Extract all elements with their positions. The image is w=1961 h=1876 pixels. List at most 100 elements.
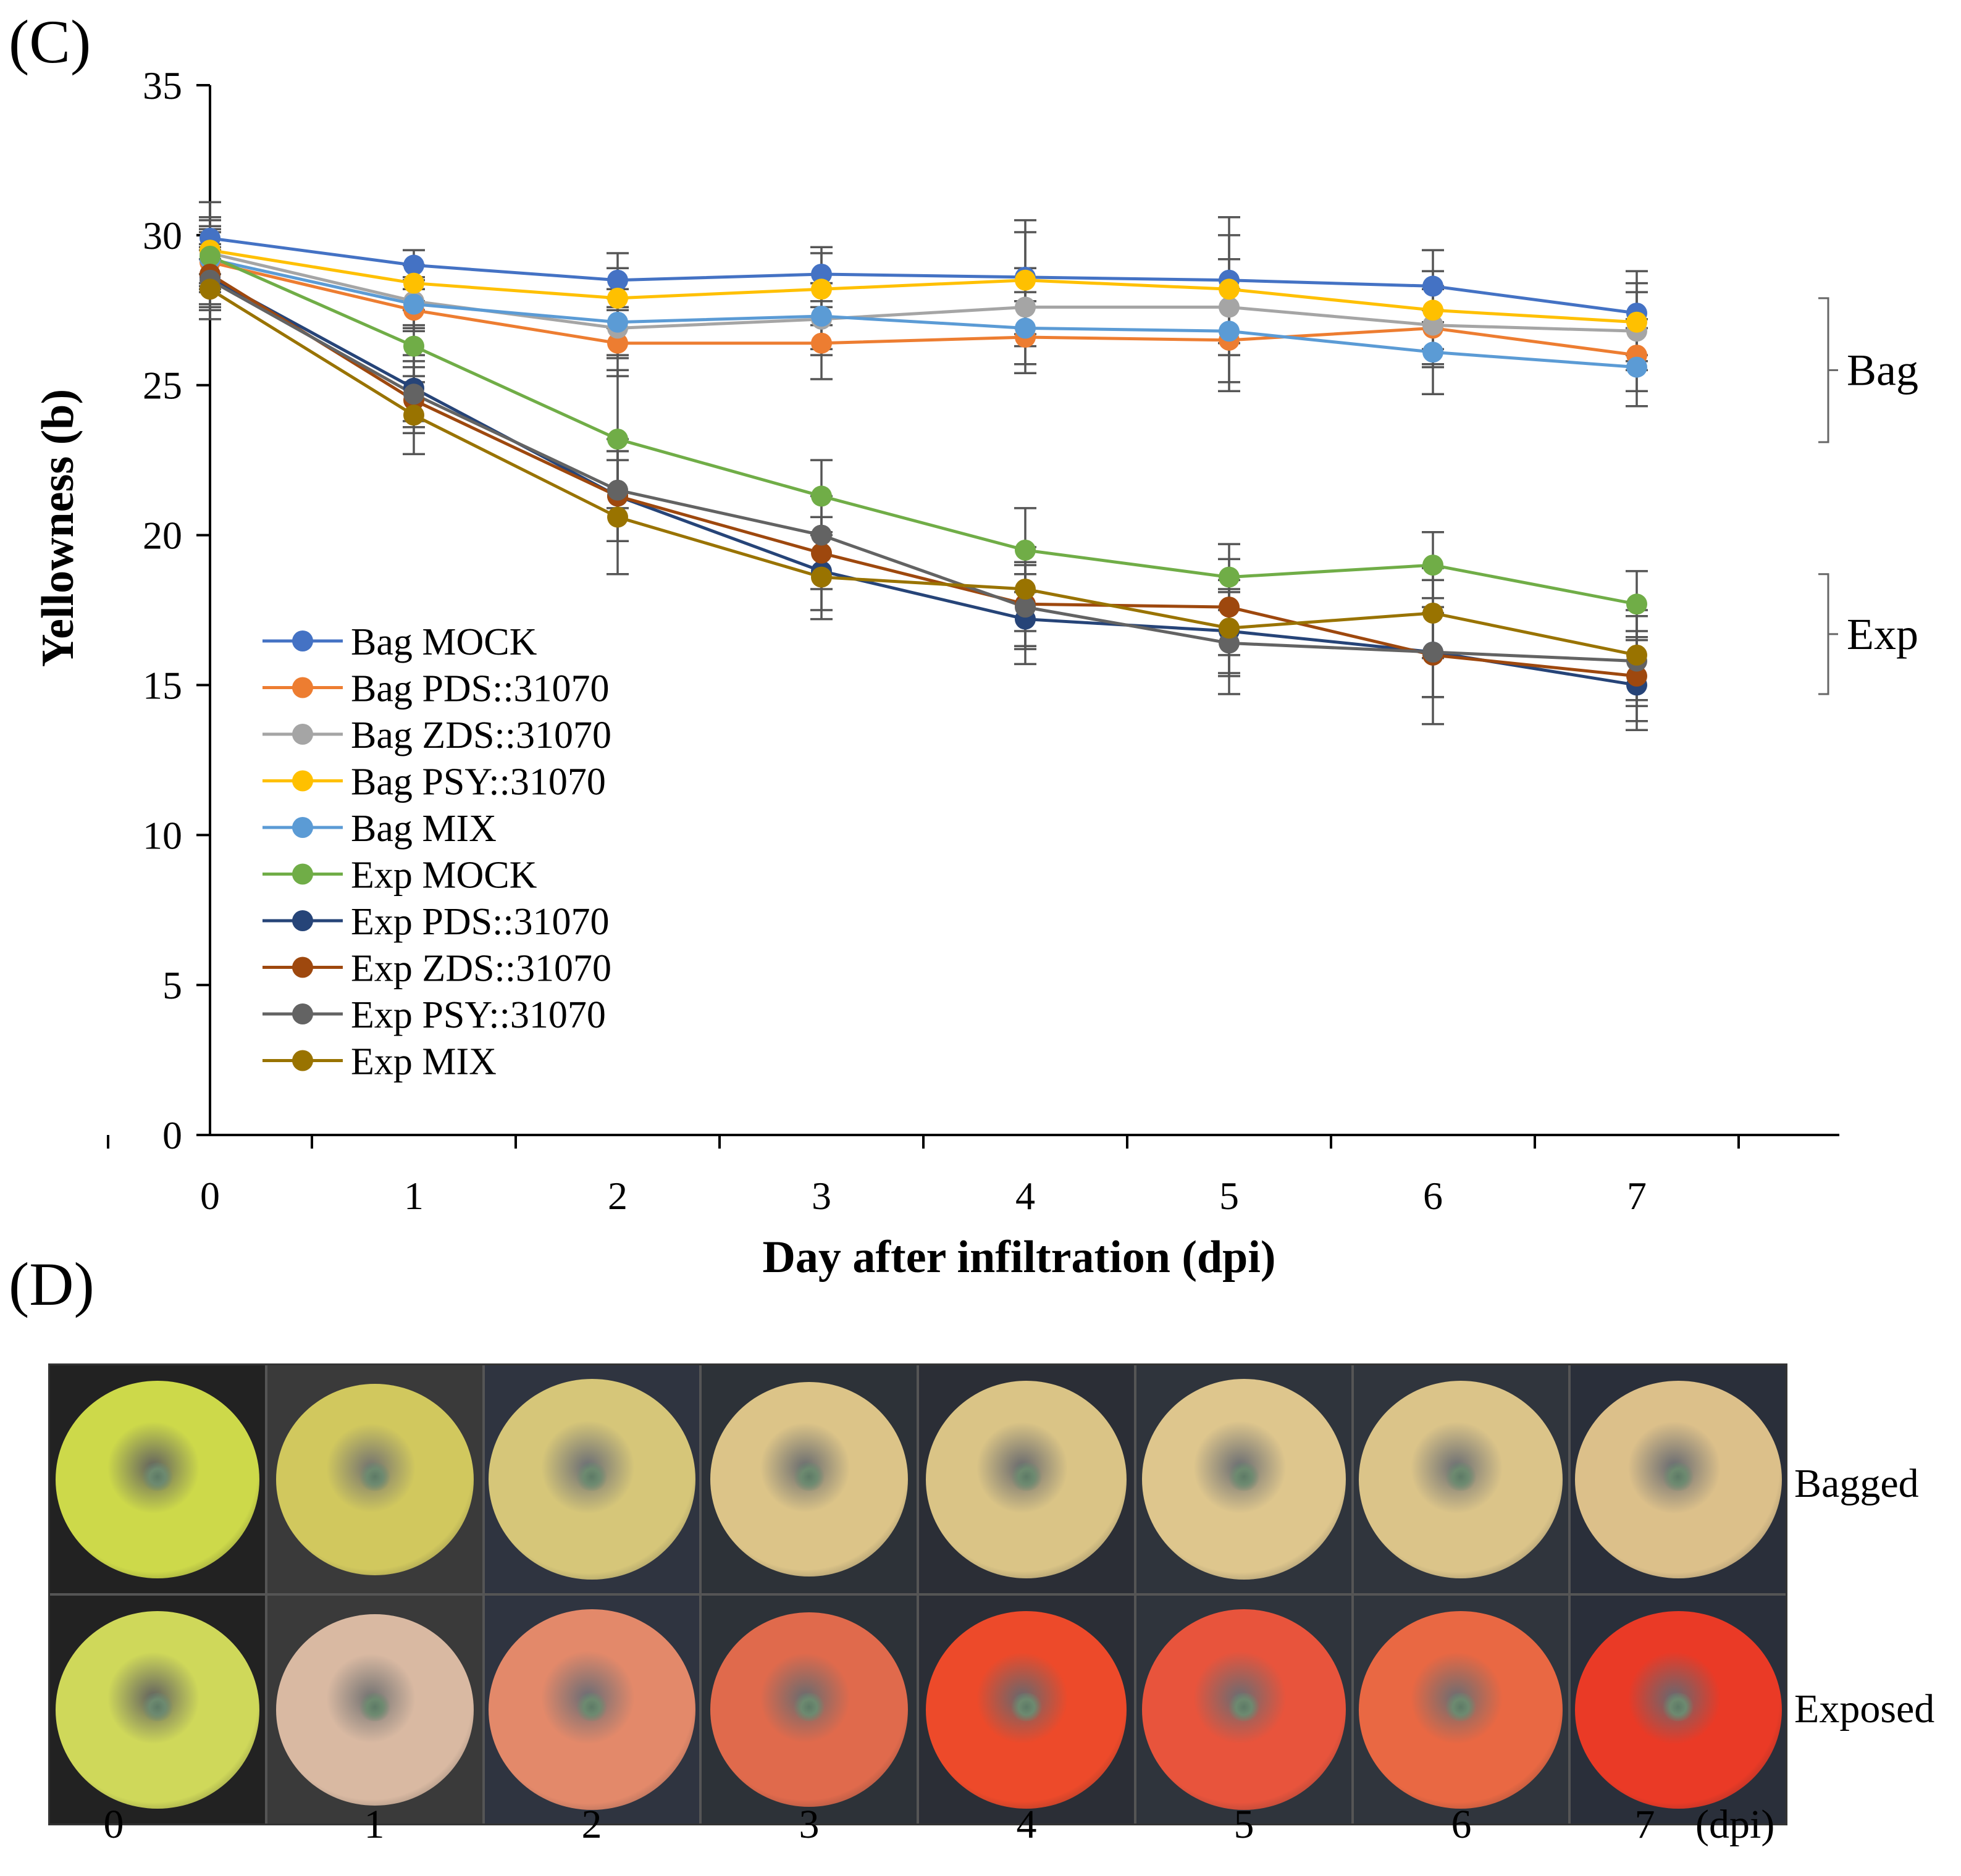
apple-calyx — [140, 1692, 175, 1721]
data-point — [1219, 320, 1240, 342]
apple-fruit — [55, 1380, 259, 1578]
y-axis-label: Yellowness (b) — [33, 389, 83, 667]
x-tick-label: 5 — [1219, 1174, 1239, 1218]
apple-photo — [1353, 1365, 1569, 1593]
data-point — [811, 524, 832, 546]
data-point — [1015, 317, 1036, 339]
apple-photo — [484, 1596, 700, 1824]
apple-fruit — [1359, 1380, 1563, 1578]
apple-fruit — [710, 1612, 909, 1807]
apple-calyx — [1226, 1692, 1261, 1721]
apple-photo — [1571, 1365, 1786, 1593]
apple-photo — [267, 1596, 482, 1824]
apple-calyx — [792, 1692, 827, 1721]
apple-photo — [50, 1365, 265, 1593]
apple-photo — [1353, 1596, 1569, 1824]
data-point — [1015, 539, 1036, 561]
data-point — [1626, 356, 1647, 378]
series-line-1 — [209, 261, 1637, 357]
apple-photo — [919, 1596, 1134, 1824]
y-tick-label: 35 — [143, 64, 182, 107]
series-line-4 — [209, 258, 1637, 369]
day-label: 0 — [103, 1802, 124, 1847]
data-point — [1422, 299, 1443, 321]
data-point — [1015, 269, 1036, 291]
panel-label-c: (C) — [9, 7, 91, 76]
day-label: 6 — [1451, 1802, 1472, 1847]
x-tick-label: 2 — [608, 1174, 628, 1218]
apple-fruit — [275, 1383, 474, 1575]
data-point — [811, 485, 832, 507]
apple-calyx — [1226, 1462, 1261, 1491]
apple-fruit — [926, 1380, 1127, 1578]
x-tick-label: 1 — [404, 1174, 424, 1218]
legend-label: Bag MIX — [351, 808, 497, 850]
day-label: 2 — [581, 1802, 602, 1847]
series-points — [199, 227, 1647, 696]
apple-calyx — [140, 1462, 175, 1491]
data-point — [1422, 275, 1443, 297]
y-tick-label: 25 — [143, 364, 182, 408]
data-point — [1626, 593, 1647, 615]
apple-photo — [702, 1365, 917, 1593]
apple-photo — [267, 1365, 482, 1593]
apple-fruit — [55, 1610, 259, 1809]
data-point — [607, 429, 628, 450]
series-line-9 — [209, 288, 1637, 657]
legend-label: Bag PSY::31070 — [351, 761, 606, 803]
data-point — [811, 566, 832, 588]
apple-calyx — [357, 1692, 392, 1721]
legend-marker — [292, 910, 313, 931]
legend-marker — [292, 863, 313, 885]
day-label: 7 — [1634, 1802, 1655, 1847]
x-tick-label: 0 — [200, 1174, 220, 1218]
apple-photo — [702, 1596, 917, 1824]
apple-fruit — [1574, 1610, 1782, 1809]
data-point — [1015, 579, 1036, 600]
apple-photo — [919, 1365, 1134, 1593]
data-point — [1422, 341, 1443, 363]
y-tick-label: 0 — [162, 1113, 182, 1157]
apple-photo-grid — [48, 1363, 1787, 1825]
x-tick-label: 4 — [1015, 1174, 1035, 1218]
data-point — [403, 293, 424, 315]
apple-calyx — [1443, 1692, 1479, 1721]
data-point — [607, 311, 628, 333]
bracket-label: Exp — [1847, 609, 1918, 659]
data-point — [1626, 665, 1647, 687]
data-point — [1219, 597, 1240, 618]
legend-marker — [292, 1050, 313, 1071]
y-tick-label: 20 — [143, 514, 182, 558]
apple-photo — [1136, 1365, 1351, 1593]
data-point — [811, 542, 832, 564]
data-point — [607, 506, 628, 528]
y-tick-label: 15 — [143, 663, 182, 707]
data-point — [199, 245, 220, 267]
data-point — [1219, 278, 1240, 300]
data-point — [1422, 314, 1443, 336]
apple-photo — [50, 1596, 265, 1824]
series-line-3 — [209, 248, 1637, 324]
data-point — [199, 278, 220, 300]
bracket-0 — [1818, 297, 1829, 443]
y-tick-label: 30 — [143, 214, 182, 258]
apple-calyx — [1009, 1462, 1044, 1491]
data-point — [1219, 632, 1240, 654]
legend-label: Bag ZDS::31070 — [351, 714, 611, 756]
x-axis-label: Day after infiltration (dpi) — [762, 1232, 1275, 1283]
apple-fruit — [275, 1614, 474, 1806]
series-line-5 — [209, 254, 1637, 606]
day-label: 4 — [1016, 1802, 1037, 1847]
data-point — [1219, 618, 1240, 639]
data-point — [1015, 597, 1036, 618]
data-point — [1422, 602, 1443, 624]
legend-marker — [292, 817, 313, 838]
data-point — [1219, 296, 1240, 318]
data-point — [1422, 555, 1443, 576]
x-tick-label: 6 — [1423, 1174, 1443, 1218]
series-line-7 — [209, 272, 1637, 678]
apple-calyx — [357, 1462, 392, 1491]
data-point — [811, 264, 832, 285]
apple-calyx — [1009, 1692, 1044, 1721]
